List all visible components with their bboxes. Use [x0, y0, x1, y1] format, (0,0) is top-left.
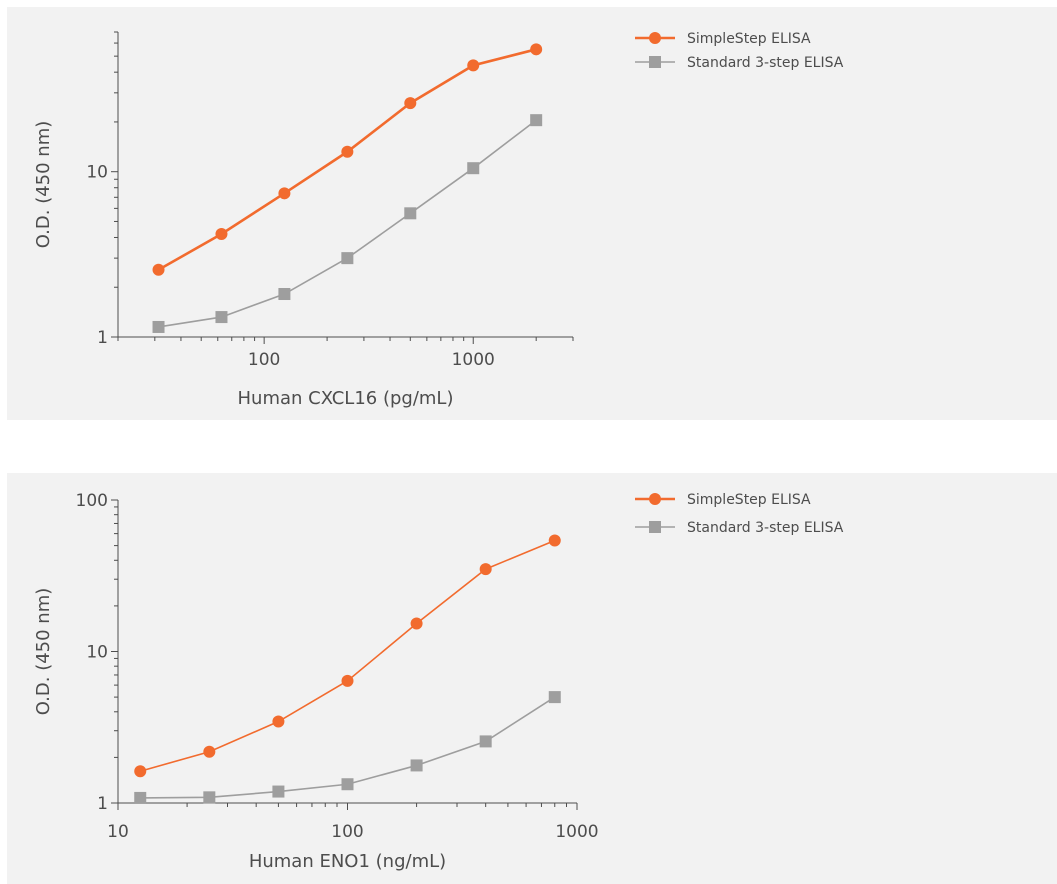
data-point-standard — [152, 320, 165, 333]
data-point-standard — [404, 207, 417, 220]
data-point-simplestep — [152, 263, 165, 276]
x-tick-label: 100 — [248, 350, 280, 370]
data-point-simplestep — [215, 227, 228, 240]
data-point-standard — [203, 791, 216, 804]
data-point-simplestep — [548, 534, 561, 547]
legend-label: Standard 3-step ELISA — [687, 520, 844, 536]
data-point-standard — [410, 759, 423, 772]
x-axis-title: Human ENO1 (ng/mL) — [249, 851, 446, 872]
y-tick-label: 10 — [86, 643, 108, 663]
chart-panel-eno1: 1 10 100 10 100 1000 Human ENO1 (ng/mL) O.D. (4… — [7, 473, 1057, 884]
chart-cxcl16: 1 10 100 1000 Human CXCL16 (pg/mL) O.D. (450 … — [33, 31, 844, 409]
data-point-simplestep — [467, 59, 480, 72]
data-point-simplestep — [272, 715, 285, 728]
data-point-simplestep — [341, 145, 354, 158]
data-point-standard — [215, 311, 228, 324]
chart-eno1: 1 10 100 10 100 1000 Human ENO1 (ng/mL) O.D. (4… — [33, 491, 844, 872]
x-axis-title: Human CXCL16 (pg/mL) — [238, 388, 454, 409]
legend-marker-standard — [649, 521, 661, 533]
data-point-standard — [341, 252, 354, 265]
data-point-standard — [278, 288, 291, 301]
series-line-simplestep — [157, 48, 537, 271]
y-tick-label: 1 — [97, 328, 108, 348]
data-point-simplestep — [410, 617, 423, 630]
data-point-standard — [341, 778, 354, 791]
x-tick-label: 1000 — [555, 822, 598, 842]
y-tick-label: 10 — [86, 163, 108, 183]
data-point-simplestep — [278, 187, 291, 200]
data-point-standard — [548, 691, 561, 704]
data-point-simplestep — [341, 674, 354, 687]
data-point-simplestep — [530, 43, 543, 56]
data-point-simplestep — [479, 563, 492, 576]
legend-marker-standard — [649, 56, 661, 68]
data-point-simplestep — [134, 765, 147, 778]
legend-label: Standard 3-step ELISA — [687, 55, 844, 71]
data-point-standard — [134, 791, 147, 804]
x-tick-label: 100 — [331, 822, 363, 842]
y-tick-label: 1 — [97, 794, 108, 814]
data-point-simplestep — [203, 745, 216, 758]
legend-marker-simplestep — [649, 493, 661, 505]
y-axis-title: O.D. (450 nm) — [33, 121, 54, 249]
data-point-standard — [479, 735, 492, 748]
data-point-standard — [530, 114, 543, 127]
x-tick-label: 1000 — [452, 350, 495, 370]
chart-panel-cxcl16: 1 10 100 1000 Human CXCL16 (pg/mL) O.D. (450 … — [7, 7, 1057, 420]
legend-label: SimpleStep ELISA — [687, 31, 811, 47]
y-tick-label: 100 — [76, 491, 108, 511]
legend-label: SimpleStep ELISA — [687, 492, 811, 508]
data-point-standard — [272, 785, 285, 798]
y-axis-title: O.D. (450 nm) — [33, 588, 54, 716]
data-point-simplestep — [404, 97, 417, 110]
data-point-standard — [467, 162, 480, 175]
legend-marker-simplestep — [649, 32, 661, 44]
x-tick-label: 10 — [107, 822, 129, 842]
